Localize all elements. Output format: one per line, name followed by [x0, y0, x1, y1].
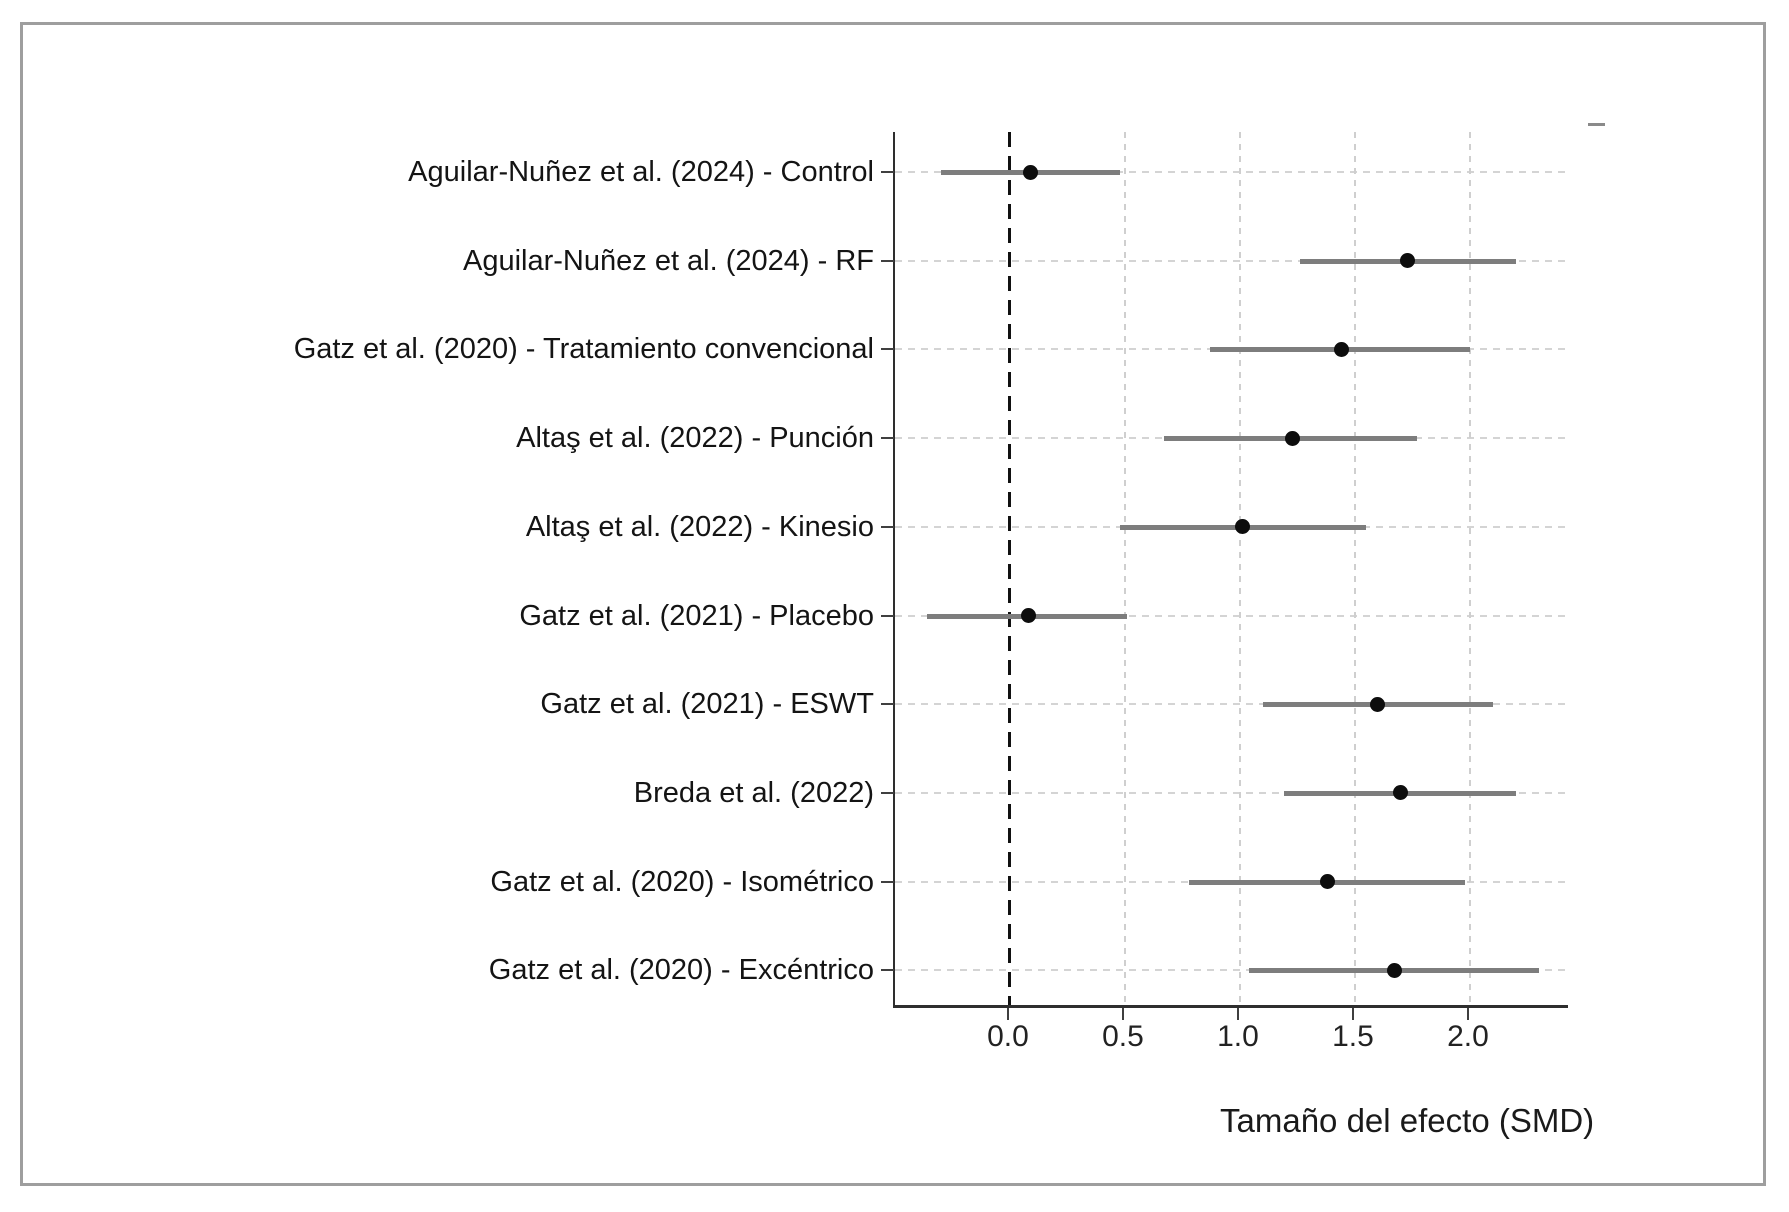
row-gridline: [895, 171, 1568, 173]
row-gridline: [895, 703, 1568, 706]
point-estimate-marker: [1234, 519, 1250, 535]
study-label: Gatz et al. (2020) - Isométrico: [490, 865, 874, 898]
x-tick-label: 2.0: [1447, 1020, 1489, 1053]
study-label: Breda et al. (2022): [633, 776, 874, 809]
x-tick-label: 0.5: [1102, 1020, 1144, 1053]
point-estimate-marker: [1370, 696, 1386, 712]
study-label: Gatz et al. (2021) - ESWT: [540, 688, 874, 721]
x-gridline: [1353, 132, 1356, 1005]
point-estimate-marker: [1023, 164, 1039, 180]
study-label: Aguilar-Nuñez et al. (2024) - Control: [408, 156, 874, 188]
study-label: Gatz et al. (2020) - Tratamiento convenc…: [293, 333, 874, 366]
figure-border: [20, 22, 1766, 1186]
x-axis-title: Tamaño del efecto (SMD): [1220, 1102, 1595, 1139]
study-label: Aguilar-Nuñez et al. (2024) - RF: [463, 244, 874, 277]
x-axis-tick: [1236, 1008, 1239, 1020]
row-gridline: [895, 259, 1568, 262]
x-tick-label: 1.5: [1332, 1020, 1374, 1053]
y-axis-tick: [881, 259, 894, 262]
legend-artifact-dash: [1588, 123, 1605, 126]
y-axis-tick: [881, 348, 894, 351]
y-axis-tick: [881, 791, 894, 794]
y-axis-tick: [881, 171, 894, 173]
point-estimate-marker: [1333, 341, 1349, 357]
point-estimate-marker: [1319, 874, 1335, 890]
study-label: Altaş et al. (2022) - Punción: [516, 422, 874, 455]
study-labels-column: Aguilar-Nuñez et al. (2024) - Control Agu…: [80, 132, 874, 1008]
y-axis-tick: [881, 880, 894, 883]
x-tick-label: 1.0: [1217, 1020, 1259, 1053]
zero-reference-line: [1008, 132, 1012, 1005]
x-gridline: [1238, 132, 1241, 1005]
x-axis-tick: [1121, 1008, 1124, 1020]
x-axis-tick: [1466, 1008, 1469, 1020]
x-tick-label: 0.0: [987, 1020, 1029, 1053]
x-axis-tick: [1006, 1008, 1009, 1020]
x-gridline: [1468, 132, 1471, 1005]
study-label: Altaş et al. (2022) - Kinesio: [525, 510, 874, 543]
row-gridline: [895, 969, 1568, 972]
y-axis-tick: [881, 614, 894, 617]
point-estimate-marker: [1285, 430, 1301, 446]
point-estimate-marker: [1393, 785, 1409, 801]
y-axis-tick: [881, 703, 894, 706]
study-label: Gatz et al. (2020) - Excéntrico: [488, 954, 874, 987]
y-axis-tick: [881, 969, 894, 972]
row-gridline: [895, 791, 1568, 794]
y-axis-tick: [881, 437, 894, 440]
plot-area: [893, 132, 1568, 1008]
x-axis-tick: [1351, 1008, 1354, 1020]
row-gridline: [895, 614, 1568, 617]
point-estimate-marker: [1400, 253, 1416, 269]
point-estimate-marker: [1386, 962, 1402, 978]
x-gridline: [1123, 132, 1126, 1005]
study-label: Gatz et al. (2021) - Placebo: [519, 599, 874, 632]
y-axis-tick: [881, 525, 894, 528]
point-estimate-marker: [1020, 608, 1036, 623]
